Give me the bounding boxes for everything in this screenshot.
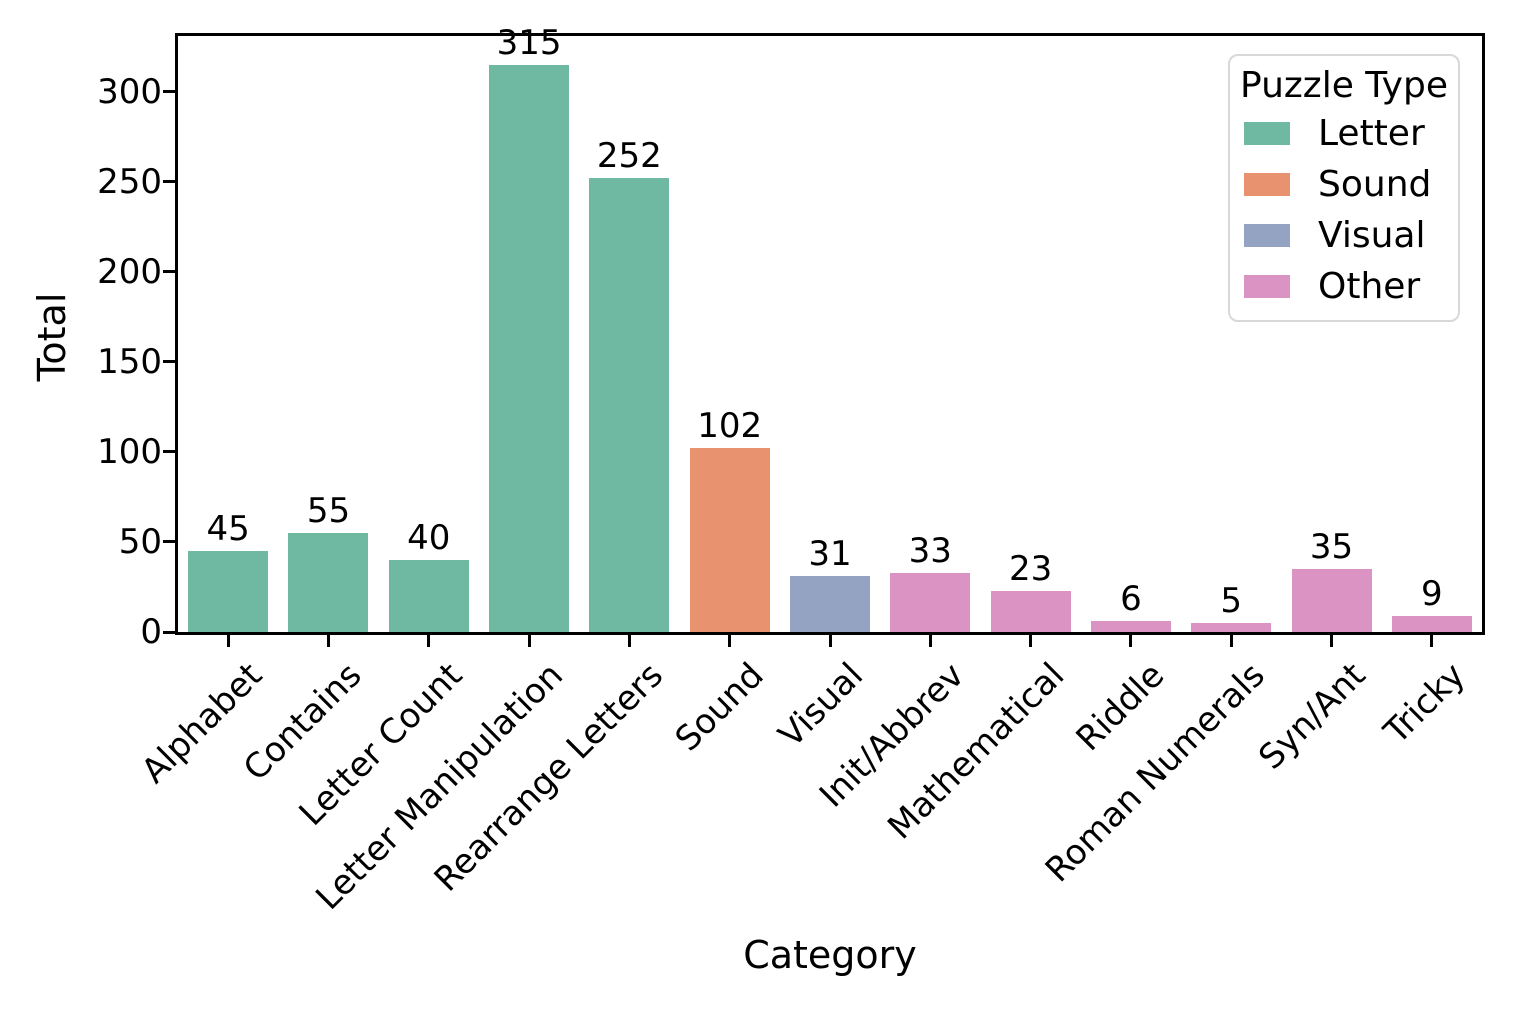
y-tick [163, 90, 175, 94]
bar-mathematical [990, 591, 1071, 632]
bar-init-abbrev [890, 573, 971, 632]
y-tick [163, 270, 175, 274]
x-tick-label: Visual [771, 655, 872, 756]
legend-entry-label: Letter [1318, 112, 1425, 154]
bar-tricky [1391, 616, 1472, 632]
bar-syn-ant [1291, 569, 1372, 632]
y-tick-label: 150 [97, 341, 162, 382]
legend-rows: Letter Sound Visual Other [1230, 108, 1458, 312]
x-tick-label: Tricky [1376, 655, 1474, 752]
bar-visual [790, 576, 870, 632]
bar-roman-numerals [1191, 623, 1272, 632]
y-tick-label: 250 [97, 161, 162, 202]
x-tick [828, 635, 832, 647]
legend-swatch [1244, 173, 1290, 196]
bar-value-label: 33 [908, 531, 952, 571]
x-tick [928, 635, 932, 647]
bar-value-label: 23 [1008, 549, 1053, 589]
bar-value-label: 45 [206, 509, 250, 549]
bar-value-label: 35 [1309, 527, 1354, 567]
bar-alphabet [188, 551, 269, 632]
bar-value-label: 6 [1120, 579, 1142, 619]
bar-value-label: 40 [407, 518, 451, 558]
bar-value-label: 31 [808, 534, 852, 574]
x-tick [326, 635, 330, 647]
plot-area [175, 33, 1485, 635]
y-tick [163, 450, 175, 454]
x-tick-label: Syn/Ant [1250, 655, 1374, 778]
x-axis-label: Category [743, 933, 917, 977]
y-tick [163, 540, 175, 544]
bar-contains [288, 533, 369, 632]
bar-value-label: 315 [496, 23, 562, 63]
y-tick [163, 180, 175, 184]
legend-entry-sound: Sound [1230, 159, 1458, 210]
bar-value-label: 102 [697, 406, 763, 446]
legend: Puzzle Type Letter Sound Visual Other [1228, 54, 1460, 322]
legend-entry-label: Other [1318, 265, 1421, 307]
x-tick [1229, 635, 1233, 647]
bar-value-label: 5 [1220, 581, 1243, 621]
y-tick-label: 0 [140, 612, 162, 652]
bar-rearrange-letters [589, 178, 670, 632]
legend-swatch [1244, 275, 1290, 298]
legend-entry-visual: Visual [1230, 210, 1458, 261]
x-tick [527, 635, 531, 647]
y-tick-label: 50 [118, 521, 162, 562]
x-tick [1029, 635, 1033, 647]
bar-value-label: 252 [596, 136, 662, 176]
x-tick-label: Mathematical [880, 655, 1073, 848]
x-tick-label: Sound [667, 655, 772, 760]
legend-entry-letter: Letter [1230, 108, 1458, 159]
legend-entry-other: Other [1230, 261, 1458, 312]
legend-entry-label: Visual [1318, 214, 1426, 256]
y-tick-label: 200 [97, 251, 162, 292]
legend-swatch [1244, 224, 1290, 247]
legend-title: Puzzle Type [1240, 65, 1448, 106]
bar-value-label: 9 [1421, 574, 1443, 614]
x-tick [627, 635, 631, 647]
y-tick [163, 630, 175, 634]
y-tick-label: 300 [97, 71, 162, 112]
legend-swatch [1244, 122, 1290, 145]
y-tick [163, 360, 175, 364]
x-tick [1129, 635, 1133, 647]
bar-riddle [1090, 621, 1171, 632]
x-tick [1430, 635, 1434, 647]
x-tick [728, 635, 732, 647]
legend-entry-label: Sound [1318, 163, 1432, 205]
x-tick [1330, 635, 1334, 647]
bar-letter-manipulation [489, 65, 570, 632]
x-tick [427, 635, 431, 647]
bar-value-label: 55 [306, 491, 351, 531]
bar-letter-count [388, 560, 469, 632]
x-tick [226, 635, 230, 647]
bar-sound [689, 448, 770, 632]
y-tick-label: 100 [97, 431, 162, 472]
